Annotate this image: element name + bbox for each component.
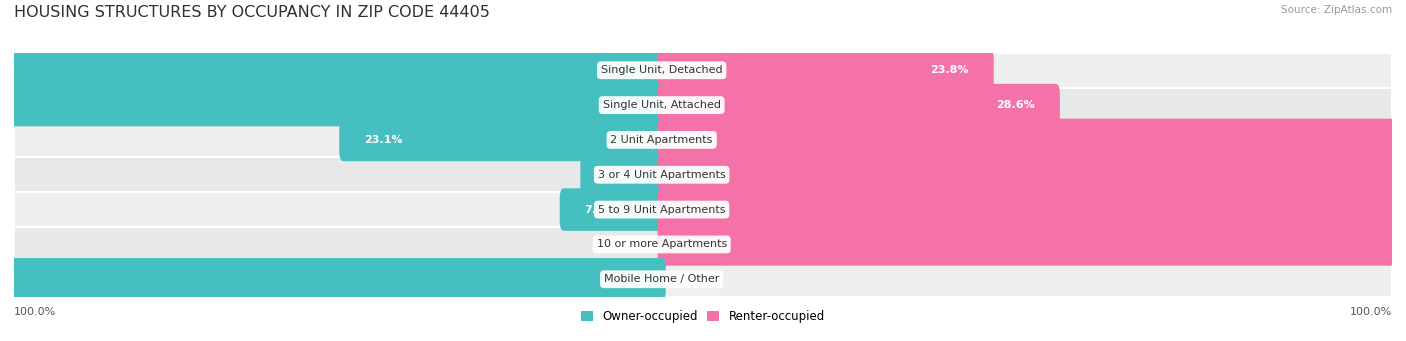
Text: 3 or 4 Unit Apartments: 3 or 4 Unit Apartments: [598, 170, 725, 180]
Text: HOUSING STRUCTURES BY OCCUPANCY IN ZIP CODE 44405: HOUSING STRUCTURES BY OCCUPANCY IN ZIP C…: [14, 5, 489, 20]
FancyBboxPatch shape: [0, 49, 666, 91]
FancyBboxPatch shape: [658, 119, 1406, 161]
Bar: [14, 262, 1392, 297]
Text: 10 or more Apartments: 10 or more Apartments: [596, 239, 727, 249]
Text: Source: ZipAtlas.com: Source: ZipAtlas.com: [1281, 5, 1392, 15]
Bar: [14, 157, 1392, 192]
Text: 5 to 9 Unit Apartments: 5 to 9 Unit Apartments: [598, 205, 725, 214]
Text: 2 Unit Apartments: 2 Unit Apartments: [610, 135, 713, 145]
FancyBboxPatch shape: [658, 223, 1406, 266]
Bar: [14, 88, 1392, 122]
Text: 100.0%: 100.0%: [14, 307, 56, 317]
Text: 23.8%: 23.8%: [931, 65, 969, 75]
Text: Single Unit, Detached: Single Unit, Detached: [600, 65, 723, 75]
FancyBboxPatch shape: [0, 84, 666, 127]
FancyBboxPatch shape: [658, 49, 994, 91]
Legend: Owner-occupied, Renter-occupied: Owner-occupied, Renter-occupied: [576, 306, 830, 328]
Text: 23.1%: 23.1%: [364, 135, 402, 145]
FancyBboxPatch shape: [560, 188, 666, 231]
FancyBboxPatch shape: [658, 153, 1406, 196]
FancyBboxPatch shape: [0, 258, 666, 300]
Text: Mobile Home / Other: Mobile Home / Other: [605, 274, 720, 284]
Bar: [14, 122, 1392, 157]
FancyBboxPatch shape: [581, 153, 666, 196]
FancyBboxPatch shape: [658, 188, 1406, 231]
FancyBboxPatch shape: [339, 119, 666, 161]
Text: Single Unit, Attached: Single Unit, Attached: [603, 100, 721, 110]
Bar: [14, 227, 1392, 262]
Text: 100.0%: 100.0%: [1350, 307, 1392, 317]
FancyBboxPatch shape: [658, 84, 1060, 127]
Text: 7.1%: 7.1%: [585, 205, 616, 214]
Text: 5.6%: 5.6%: [605, 170, 636, 180]
Bar: [14, 53, 1392, 88]
Bar: [14, 192, 1392, 227]
Text: 28.6%: 28.6%: [997, 100, 1035, 110]
